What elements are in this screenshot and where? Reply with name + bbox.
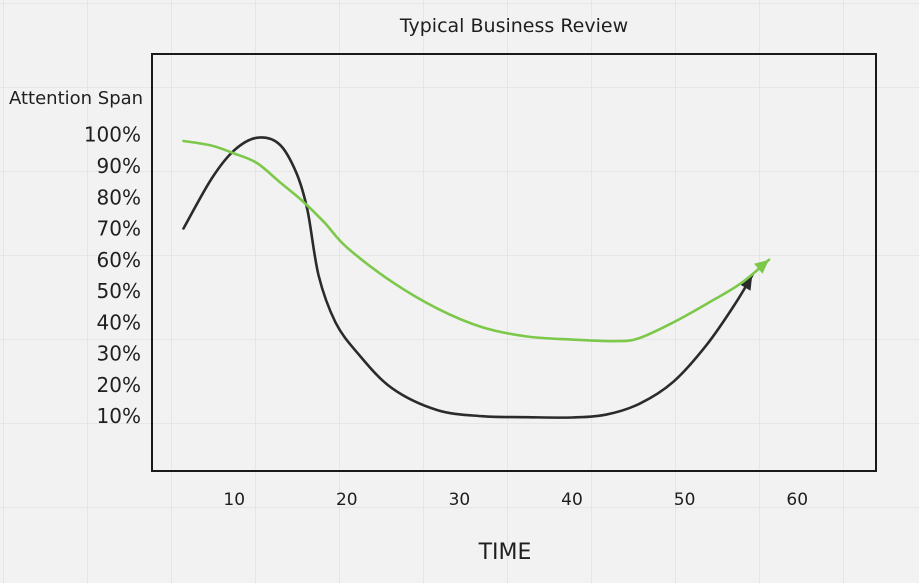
series-layer [182,136,771,419]
series-arrowhead-2 [754,259,769,274]
x-tick-label: 50 [674,490,696,510]
chart-title: Typical Business Review [399,15,628,37]
x-axis-label: TIME [478,540,532,565]
x-tick-labels: 10 20 30 40 50 60 [223,490,808,510]
series-line-2 [182,139,771,343]
x-tick-label: 20 [336,490,358,510]
x-tick-label: 30 [449,490,471,510]
y-tick-label: 100% [84,123,141,147]
y-tick-label: 60% [97,248,141,272]
x-tick-label: 10 [223,490,245,510]
x-tick-label: 40 [561,490,583,510]
y-tick-label: 90% [97,154,141,178]
y-axis-label: Attention Span [9,88,143,109]
y-tick-label: 20% [97,373,141,397]
x-tick-label: 60 [786,490,808,510]
y-tick-label: 30% [97,342,141,366]
y-tick-label: 70% [97,217,141,241]
series-line-1 [182,136,754,419]
series-arrowhead-1 [739,275,753,291]
y-tick-label: 50% [97,279,141,303]
y-tick-label: 40% [97,310,141,334]
y-tick-labels: 100% 90% 80% 70% 60% 50% 40% 30% 20% 10% [84,123,141,429]
y-tick-label: 80% [97,185,141,209]
y-tick-label: 10% [97,404,141,428]
plot-frame [151,53,877,472]
